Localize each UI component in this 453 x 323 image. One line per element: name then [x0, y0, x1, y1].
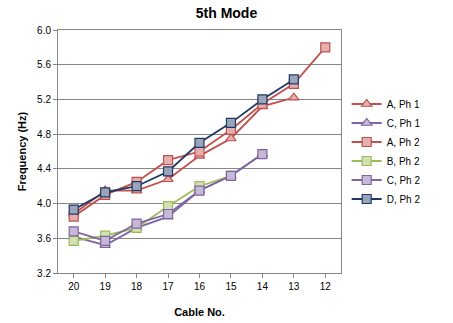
svg-text:4.0: 4.0: [37, 198, 51, 209]
svg-text:D, Ph 2: D, Ph 2: [387, 194, 421, 205]
svg-text:Cable No.: Cable No.: [174, 306, 225, 318]
svg-text:6.0: 6.0: [37, 25, 51, 36]
svg-text:4.4: 4.4: [37, 163, 51, 174]
svg-text:16: 16: [194, 281, 206, 292]
svg-text:12: 12: [320, 281, 332, 292]
svg-text:5.6: 5.6: [37, 59, 51, 70]
svg-text:A, Ph 1: A, Ph 1: [387, 99, 420, 110]
svg-text:C, Ph 1: C, Ph 1: [387, 118, 421, 129]
svg-text:5th Mode: 5th Mode: [196, 5, 258, 21]
svg-text:18: 18: [131, 281, 143, 292]
svg-text:Frequency (Hz): Frequency (Hz): [16, 111, 28, 191]
svg-text:A, Ph 2: A, Ph 2: [387, 137, 420, 148]
svg-text:3.2: 3.2: [37, 268, 51, 279]
svg-text:17: 17: [162, 281, 174, 292]
svg-text:4.8: 4.8: [37, 129, 51, 140]
svg-text:3.6: 3.6: [37, 233, 51, 244]
svg-text:14: 14: [257, 281, 269, 292]
svg-text:15: 15: [225, 281, 237, 292]
svg-text:13: 13: [288, 281, 300, 292]
svg-text:19: 19: [100, 281, 112, 292]
svg-text:C, Ph 2: C, Ph 2: [387, 175, 421, 186]
svg-text:20: 20: [68, 281, 80, 292]
svg-text:5.2: 5.2: [37, 94, 51, 105]
svg-text:B, Ph 2: B, Ph 2: [387, 156, 420, 167]
